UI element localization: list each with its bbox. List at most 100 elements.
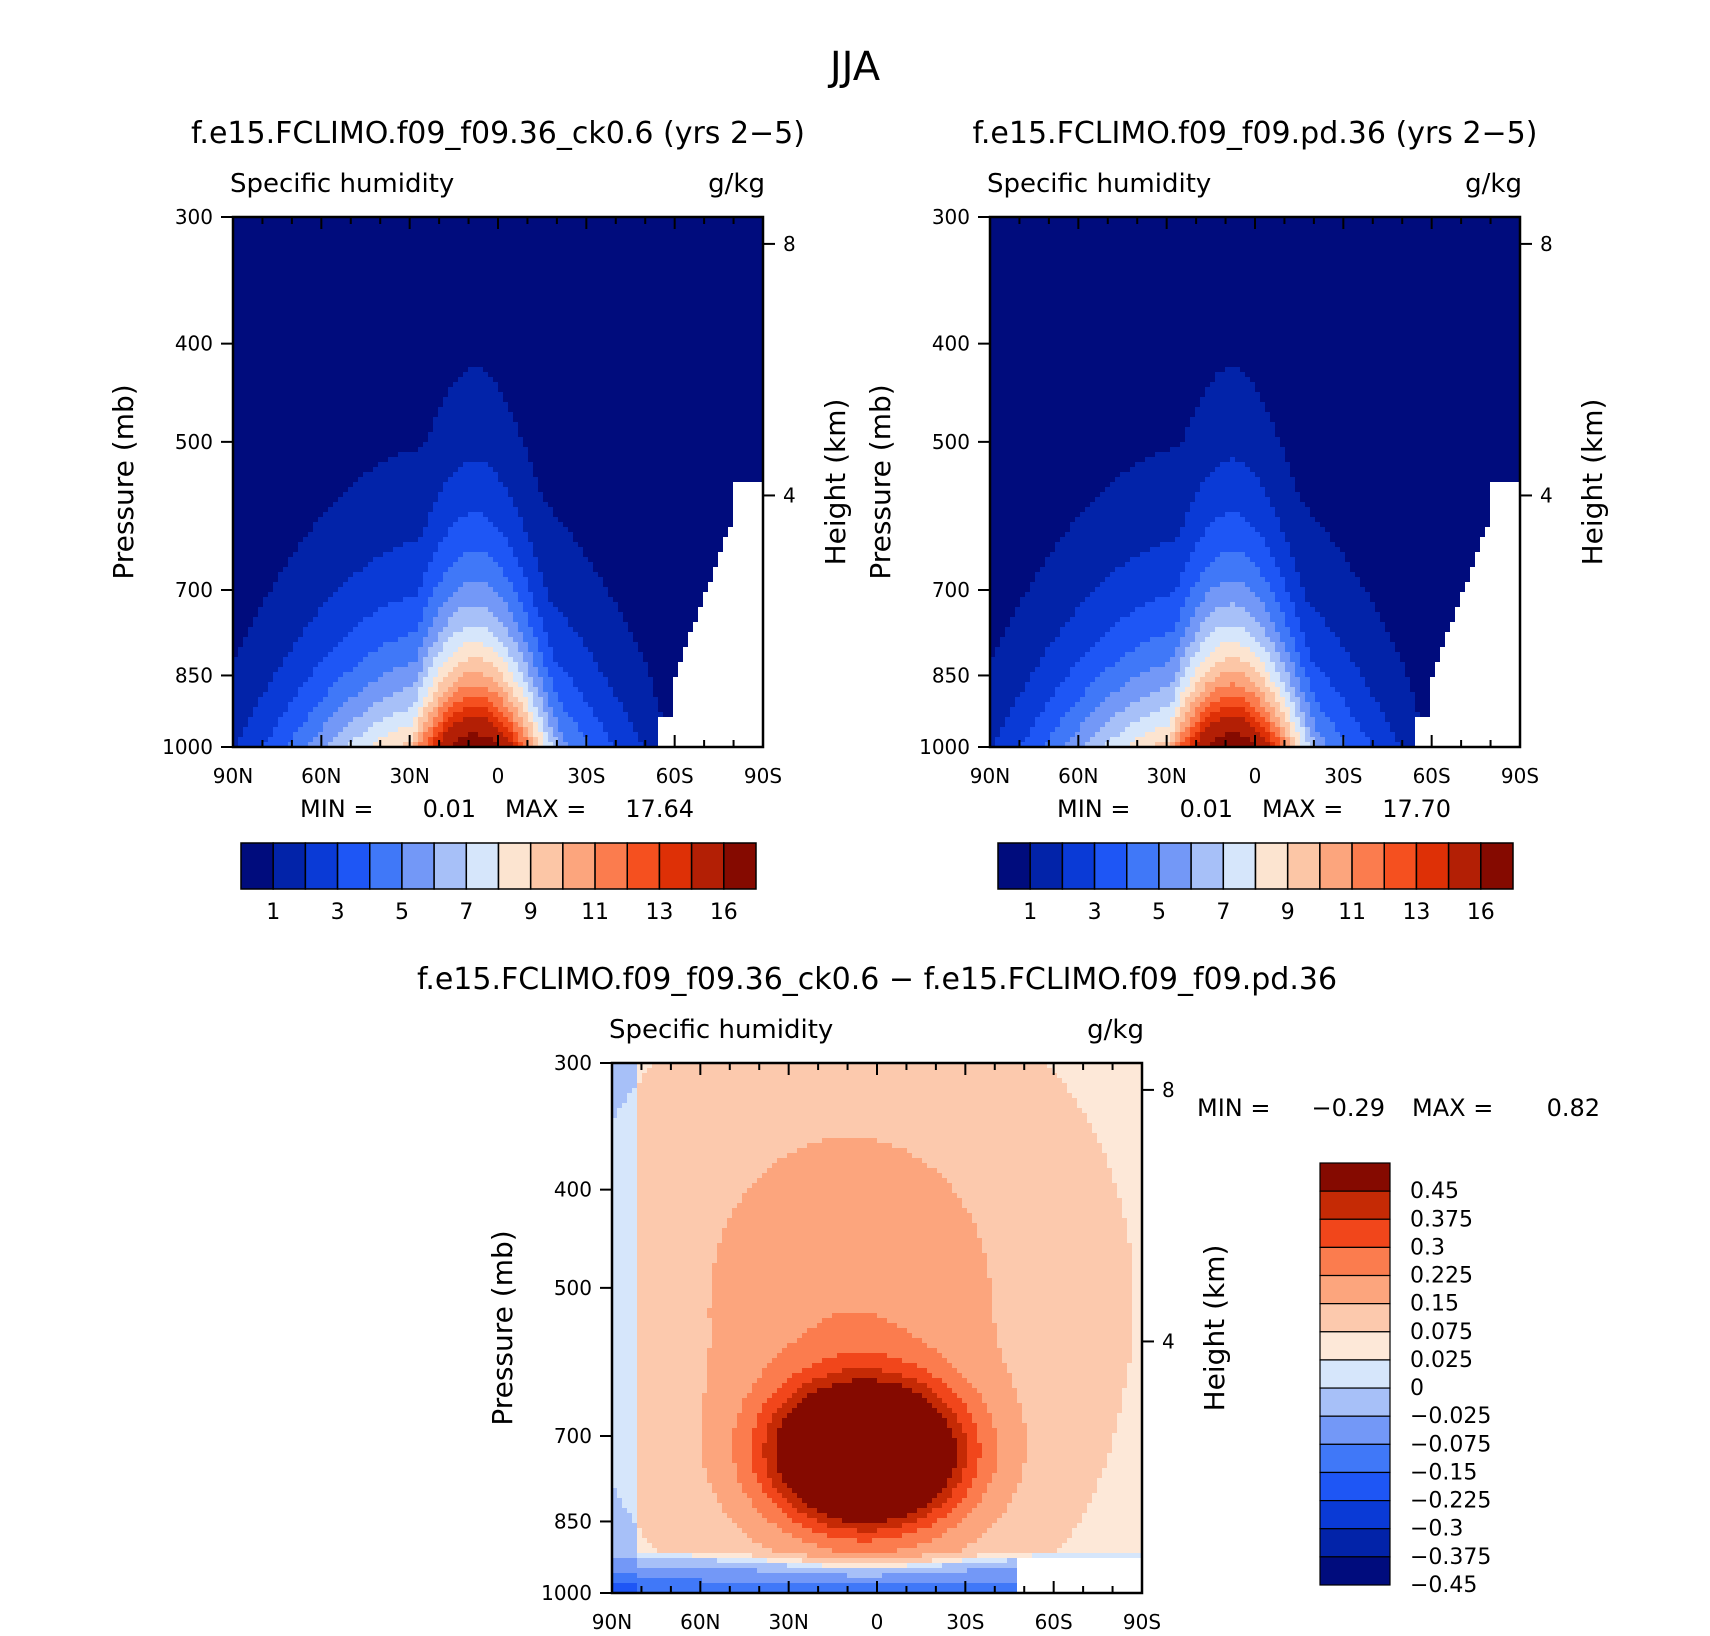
contour-cell [443,422,449,428]
contour-cell [378,222,384,228]
contour-cell [383,397,389,403]
contour-cell [553,247,559,253]
contour-cell [483,237,489,243]
contour-cell [658,297,664,303]
contour-cell [718,272,724,278]
contour-cell [598,382,604,388]
contour-cell [743,292,749,298]
contour-cell [593,282,599,288]
contour-cell [393,442,399,448]
contour-cell [588,217,594,223]
contour-cell [288,407,294,413]
contour-cell [653,317,659,323]
contour-cell [253,437,259,443]
contour-cell [503,337,509,343]
contour-cell [433,242,439,248]
contour-cell [538,292,544,298]
contour-cell [543,387,549,393]
contour-cell [373,357,379,363]
contour-cell [673,267,679,273]
contour-cell [563,272,569,278]
contour-cell [348,432,354,438]
contour-cell [503,377,509,383]
contour-cell [628,317,634,323]
contour-cell [343,332,349,338]
contour-cell [578,347,584,353]
contour-cell [648,257,654,263]
contour-cell [733,237,739,243]
contour-cell [323,237,329,243]
contour-cell [308,347,314,353]
contour-cell [758,417,763,423]
contour-cell [738,442,744,448]
contour-cell [253,337,259,343]
contour-cell [468,322,474,328]
contour-cell [493,397,499,403]
contour-cell [498,317,504,323]
contour-cell [588,387,594,393]
contour-cell [653,292,659,298]
contour-cell [558,432,564,438]
contour-cell [658,282,664,288]
contour-cell [528,437,534,443]
contour-cell [443,317,449,323]
contour-cell [293,357,299,363]
contour-cell [508,357,514,363]
contour-cell [348,257,354,263]
contour-cell [563,417,569,423]
contour-cell [478,427,484,433]
contour-cell [588,377,594,383]
contour-cell [463,372,469,378]
contour-cell [273,432,279,438]
contour-cell [433,297,439,303]
contour-cell [323,282,329,288]
contour-cell [698,427,704,433]
contour-cell [268,442,274,448]
contour-cell [633,407,639,413]
contour-cell [743,227,749,233]
contour-cell [463,257,469,263]
contour-cell [573,317,579,323]
contour-cell [618,347,624,353]
contour-cell [663,307,669,313]
contour-cell [373,367,379,373]
contour-cell [613,387,619,393]
contour-cell [283,332,289,338]
contour-cell [263,432,269,438]
contour-cell [323,242,329,248]
contour-cell [363,237,369,243]
contour-cell [483,407,489,413]
contour-cell [708,277,714,283]
contour-cell [418,282,424,288]
contour-cell [568,312,574,318]
contour-cell [673,382,679,388]
contour-cell [468,357,474,363]
contour-cell [343,347,349,353]
contour-cell [633,222,639,228]
contour-cell [633,402,639,408]
contour-cell [273,277,279,283]
contour-cell [628,407,634,413]
contour-cell [708,232,714,238]
contour-cell [513,287,519,293]
contour-cell [353,322,359,328]
contour-cell [553,262,559,268]
contour-cell [733,447,739,453]
contour-cell [293,352,299,358]
contour-cell [663,392,669,398]
contour-cell [453,297,459,303]
contour-cell [473,372,479,378]
contour-cell [458,387,464,393]
contour-cell [578,387,584,393]
contour-cell [423,432,429,438]
contour-cell [478,247,484,253]
contour-cell [688,312,694,318]
contour-cell [428,242,434,248]
contour-cell [648,442,654,448]
contour-cell [613,262,619,268]
contour-cell [398,397,404,403]
contour-cell [478,347,484,353]
contour-cell [248,292,254,298]
contour-cell [423,292,429,298]
contour-cell [528,422,534,428]
